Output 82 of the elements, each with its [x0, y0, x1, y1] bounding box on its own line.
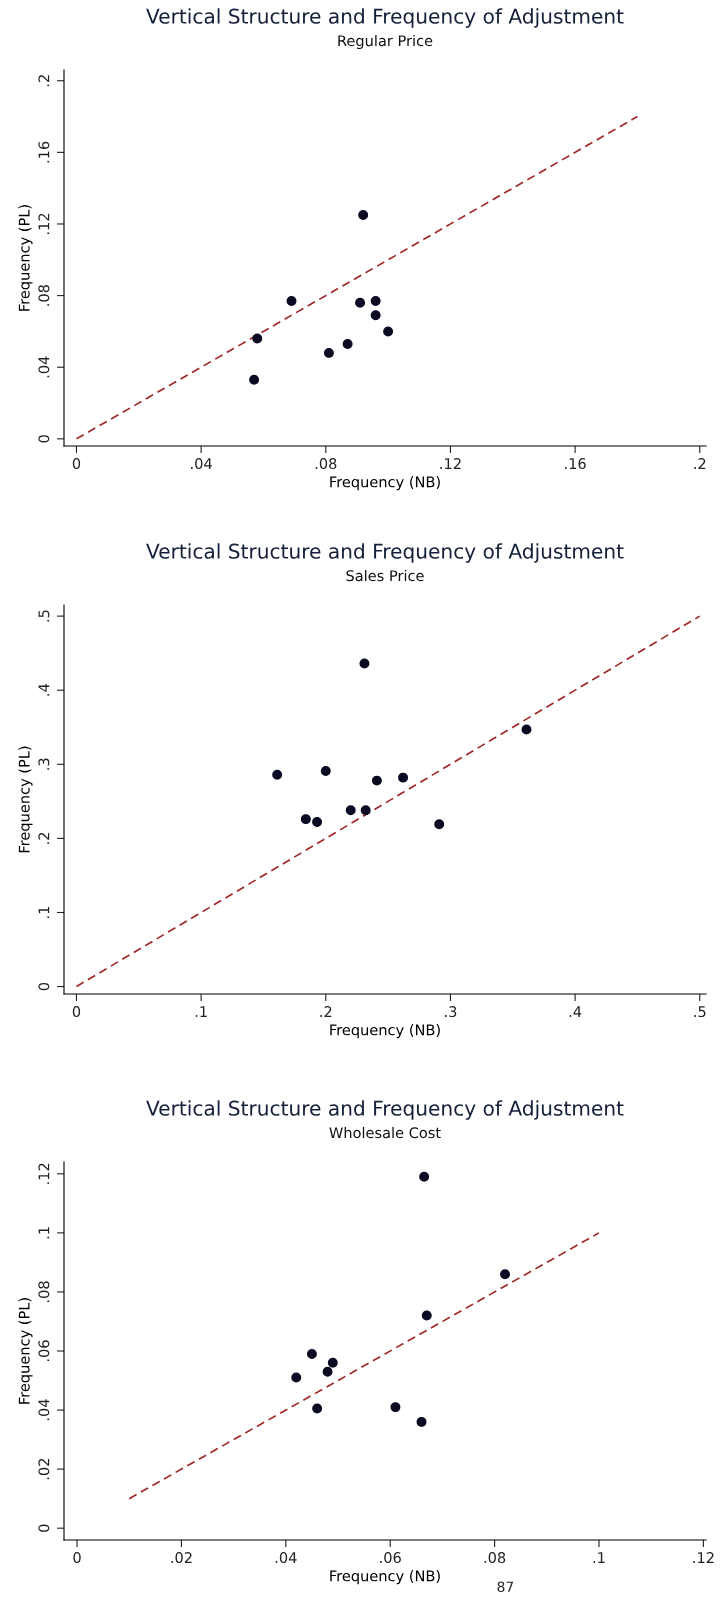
chart-subtitle: Regular Price — [338, 34, 433, 50]
y-tick-label: .04 — [38, 356, 50, 378]
point — [322, 1366, 333, 1377]
point — [355, 297, 366, 308]
point — [416, 1416, 427, 1427]
x-tick-label: .08 — [315, 458, 337, 470]
y-tick-label: .2 — [38, 75, 50, 87]
y-tick-label: .12 — [38, 213, 50, 235]
point — [360, 805, 371, 816]
x-tick-label: .12 — [693, 1552, 714, 1563]
y-tick-label: 0 — [38, 435, 50, 443]
chart-title: Vertical Structure and Frequency of Adjustment — [146, 8, 624, 28]
point — [342, 338, 353, 349]
point — [371, 775, 382, 786]
point — [358, 210, 369, 221]
x-axis-title: Frequency (NB) — [330, 1570, 440, 1585]
y-tick-label: .04 — [38, 1399, 50, 1421]
chart-title: Vertical Structure and Frequency of Adjustment — [146, 1100, 624, 1120]
y-tick-label: .02 — [38, 1458, 50, 1480]
point — [421, 1310, 432, 1321]
x-tick-label: .3 — [445, 1006, 457, 1018]
point — [500, 1269, 511, 1280]
point — [370, 295, 381, 306]
point — [323, 347, 334, 358]
x-tick-label: .16 — [565, 458, 586, 470]
point — [419, 1171, 430, 1182]
point — [345, 805, 356, 816]
chart-subtitle: Wholesale Cost — [329, 1126, 441, 1139]
point — [370, 310, 381, 321]
y-axis-title: Frequency (PL) — [18, 746, 33, 853]
x-tick-label: .08 — [484, 1552, 506, 1564]
point — [390, 1402, 401, 1413]
x-tick-label: .06 — [380, 1552, 401, 1564]
point — [320, 765, 331, 776]
x-tick-label: .1 — [195, 1006, 207, 1017]
point — [249, 374, 260, 385]
point — [521, 724, 532, 735]
x-tick-label: .02 — [171, 1552, 192, 1564]
y-tick-label: 0 — [38, 982, 50, 991]
y-tick-label: .08 — [38, 285, 50, 306]
point — [306, 1348, 317, 1359]
x-tick-label: .2 — [320, 1006, 332, 1017]
point — [312, 1403, 323, 1414]
point — [359, 658, 370, 669]
y-tick-label: .1 — [38, 906, 50, 918]
y-tick-label: .12 — [38, 1163, 50, 1184]
x-axis-title: Frequency (NB) — [330, 1024, 440, 1039]
y-tick-label: .16 — [38, 141, 50, 163]
x-tick-label: 0 — [72, 1006, 81, 1018]
point — [434, 819, 445, 830]
x-tick-label: .04 — [275, 1552, 297, 1564]
point — [327, 1357, 338, 1368]
y-tick-label: .1 — [38, 1227, 50, 1239]
point — [286, 295, 297, 306]
point — [312, 817, 323, 828]
point — [272, 769, 283, 780]
y-tick-label: .08 — [38, 1281, 50, 1302]
y-tick-label: .2 — [38, 832, 50, 844]
chart-subtitle: Sales Price — [346, 569, 424, 582]
x-tick-label: 0 — [73, 1552, 81, 1564]
x-tick-label: .4 — [569, 1006, 582, 1017]
x-axis-title: Frequency (NB) — [330, 476, 440, 491]
point — [291, 1372, 302, 1383]
x-tick-label: .2 — [694, 458, 706, 469]
y-axis-title: Frequency (PL) — [18, 205, 33, 311]
x-tick-label: .04 — [191, 458, 212, 470]
y-axis-title: Frequency (PL) — [18, 1298, 33, 1404]
point — [398, 772, 409, 783]
y-tick-label: .5 — [38, 610, 50, 622]
y-tick-label: .06 — [38, 1340, 50, 1362]
point — [300, 814, 311, 825]
chart-title: Vertical Structure and Frequency of Adjustment — [146, 543, 624, 563]
point — [383, 326, 394, 337]
x-tick-label: .12 — [440, 458, 461, 469]
point — [252, 333, 263, 344]
x-tick-label: .5 — [694, 1006, 706, 1018]
y-tick-label: .4 — [38, 684, 50, 696]
x-tick-label: .1 — [593, 1552, 605, 1563]
y-tick-label: .3 — [38, 758, 50, 770]
text: 87 — [497, 1581, 514, 1593]
y-tick-label: 0 — [38, 1524, 50, 1532]
x-tick-label: 0 — [72, 458, 81, 470]
